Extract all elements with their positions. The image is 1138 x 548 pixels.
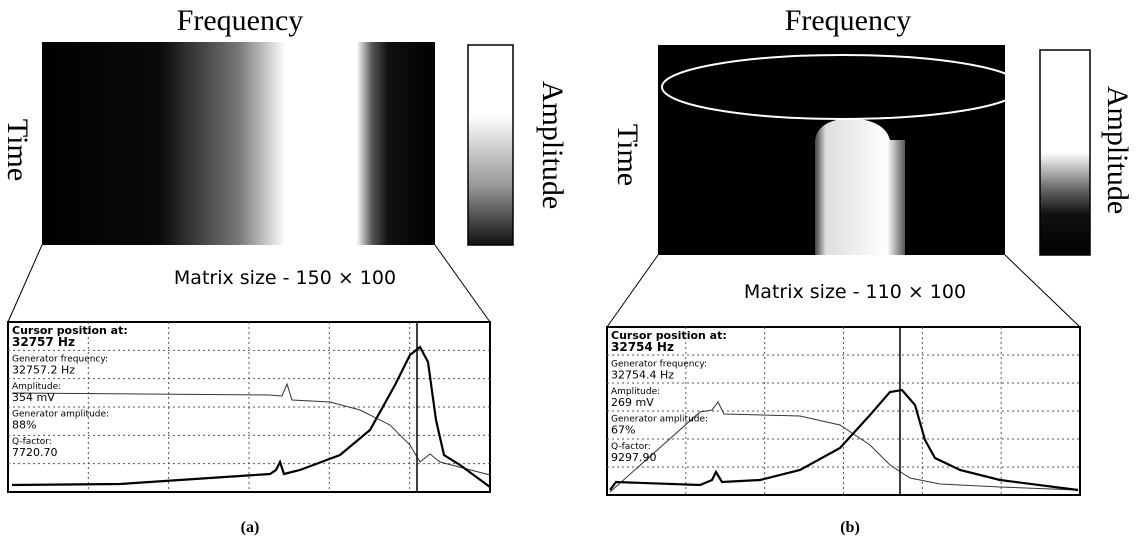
heatmap-column (815, 118, 905, 255)
heatmap (42, 42, 435, 245)
readout-value: 67% (611, 424, 635, 437)
readout-label: Cursor position at: (611, 329, 727, 342)
matrix-size: Matrix size - 110 × 100 (744, 281, 966, 303)
colorbar-label: Amplitude (1101, 86, 1134, 214)
readout-value: 32757 Hz (12, 335, 75, 349)
zoom-line (606, 254, 659, 328)
y-axis-label: Time (1, 119, 34, 181)
zoom-line (7, 244, 43, 323)
readout-value: 9297.90 (611, 451, 657, 464)
resonance-curve (609, 388, 1079, 492)
colorbar (1039, 49, 1091, 256)
readout-label: Q-factor: (611, 442, 651, 452)
amplitude-curve (609, 401, 1079, 493)
readout-value: 32754 Hz (611, 340, 674, 354)
readout-label: Generator frequency: (12, 355, 108, 365)
x-axis-label: Frequency (177, 4, 304, 37)
readout-label: Generator amplitude: (12, 410, 109, 420)
readout-label: Amplitude: (611, 387, 660, 397)
readout-label: Generator amplitude: (611, 415, 708, 425)
readout-value: 32754.4 Hz (611, 369, 674, 382)
readout-label: Q-factor: (12, 437, 52, 447)
resonance-curve (11, 345, 491, 488)
panel-label: (a) (241, 519, 260, 536)
readout-value: 269 mV (611, 396, 654, 409)
panel-label: (b) (840, 519, 860, 536)
x-axis-label: Frequency (785, 4, 912, 37)
readout-label: Amplitude: (12, 382, 61, 392)
readout-label: Generator frequency: (611, 360, 707, 370)
amplitude-curve (11, 382, 491, 476)
highlight-ellipse (661, 54, 1023, 120)
readout-value: 7720.70 (12, 446, 58, 459)
readout-value: 354 mV (12, 391, 55, 404)
zoom-line (434, 244, 491, 323)
y-axis-label: Time (611, 124, 644, 186)
colorbar-label: Amplitude (536, 81, 569, 209)
readout-label: Cursor position at: (12, 324, 128, 337)
readout-value: 88% (12, 419, 36, 432)
zoom-line (1004, 254, 1081, 328)
colorbar (467, 44, 514, 246)
matrix-size: Matrix size - 150 × 100 (174, 267, 396, 289)
readout-value: 32757.2 Hz (12, 364, 75, 377)
